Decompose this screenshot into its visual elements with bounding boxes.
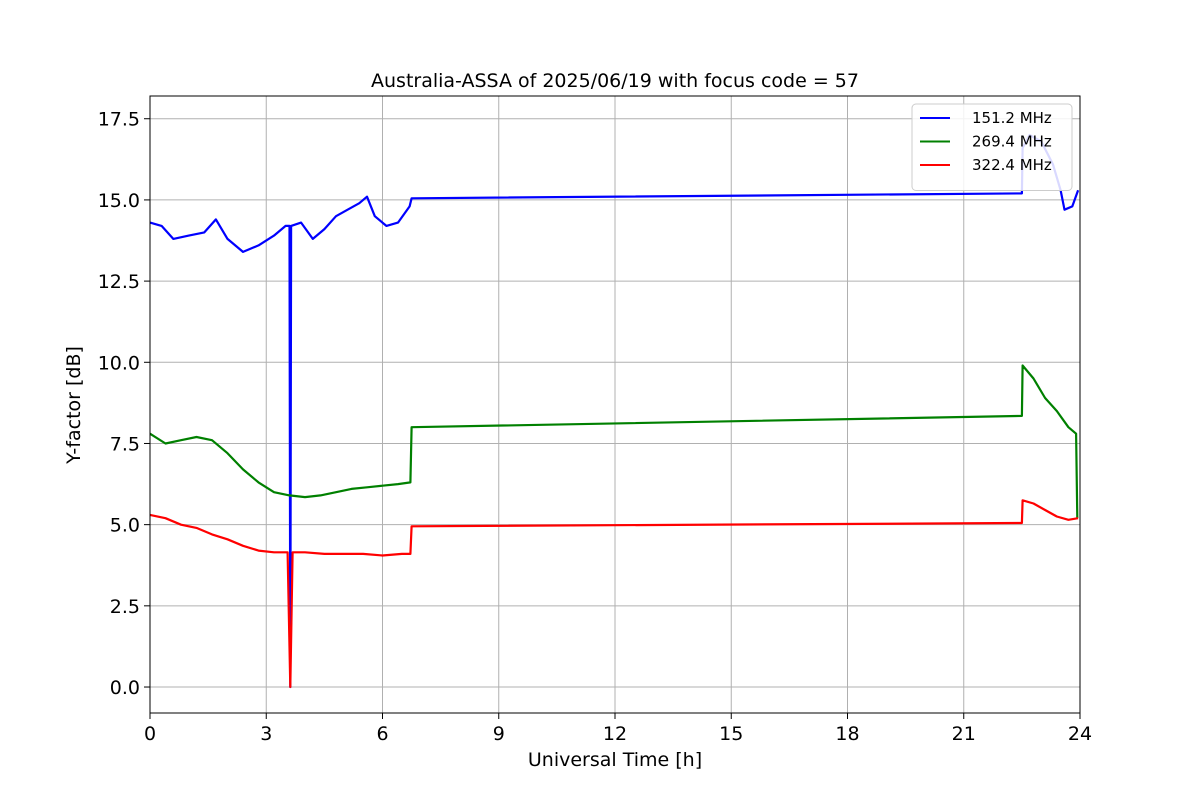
x-tick-label: 12 xyxy=(603,723,627,745)
legend-label: 151.2 MHz xyxy=(972,109,1052,127)
y-tick-label: 2.5 xyxy=(110,596,140,618)
grid-layer xyxy=(149,96,1081,713)
series-line-2 xyxy=(149,364,1079,519)
series-line-3 xyxy=(149,499,1079,689)
legend-label: 322.4 MHz xyxy=(972,156,1052,174)
x-tick-label: 18 xyxy=(835,723,859,745)
x-tick-label: 3 xyxy=(260,723,272,745)
x-tick-label: 15 xyxy=(719,723,743,745)
y-tick-label: 5.0 xyxy=(110,515,140,537)
y-tick-label: 10.0 xyxy=(98,352,140,374)
legend: 151.2 MHz 269.4 MHz 322.4 MHz xyxy=(911,103,1073,191)
legend-box xyxy=(911,103,1073,191)
y-tick-label: 12.5 xyxy=(98,271,140,293)
chart-title: Australia-ASSA of 2025/06/19 with focus … xyxy=(371,70,859,92)
y-tick-label: 7.5 xyxy=(110,433,140,455)
y-tick-label: 15.0 xyxy=(98,190,140,212)
series-layer xyxy=(149,133,1080,689)
y-tick-label: 17.5 xyxy=(98,109,140,131)
x-tick-label: 24 xyxy=(1068,723,1092,745)
y-axis-label: Y-factor [dB] xyxy=(63,346,85,465)
x-axis-label: Universal Time [h] xyxy=(528,749,702,771)
x-tick-label: 0 xyxy=(144,723,156,745)
tick-layer: 0 3 6 9 12 15 18 21 24 0.0 2.5 5.0 7.5 10.0 12.5 15.0 17… xyxy=(98,109,1092,745)
y-tick-label: 0.0 xyxy=(110,677,140,699)
x-tick-label: 9 xyxy=(493,723,505,745)
x-tick-label: 6 xyxy=(376,723,388,745)
legend-label: 269.4 MHz xyxy=(972,133,1052,151)
x-tick-label: 21 xyxy=(952,723,976,745)
